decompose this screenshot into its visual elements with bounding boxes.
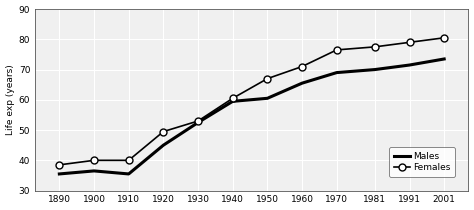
Females [264, 77, 270, 80]
Males [299, 82, 305, 84]
Line: Females: Females [56, 34, 447, 168]
Males [334, 71, 339, 74]
Females [372, 46, 378, 48]
Males [126, 173, 131, 175]
Females [161, 130, 166, 133]
Males [195, 121, 201, 124]
Males [441, 58, 447, 60]
Males [372, 68, 378, 71]
Females [334, 49, 339, 51]
Males [161, 144, 166, 146]
Females [299, 65, 305, 68]
Males [264, 97, 270, 100]
Legend: Males, Females: Males, Females [389, 147, 455, 177]
Line: Males: Males [59, 59, 444, 174]
Females [407, 41, 412, 44]
Females [126, 159, 131, 161]
Females [91, 159, 97, 161]
Males [91, 170, 97, 172]
Females [230, 97, 236, 100]
Males [230, 100, 236, 103]
Y-axis label: Life exp (years): Life exp (years) [6, 64, 15, 135]
Males [56, 173, 62, 175]
Females [441, 37, 447, 39]
Males [407, 64, 412, 66]
Females [195, 120, 201, 122]
Females [56, 164, 62, 166]
